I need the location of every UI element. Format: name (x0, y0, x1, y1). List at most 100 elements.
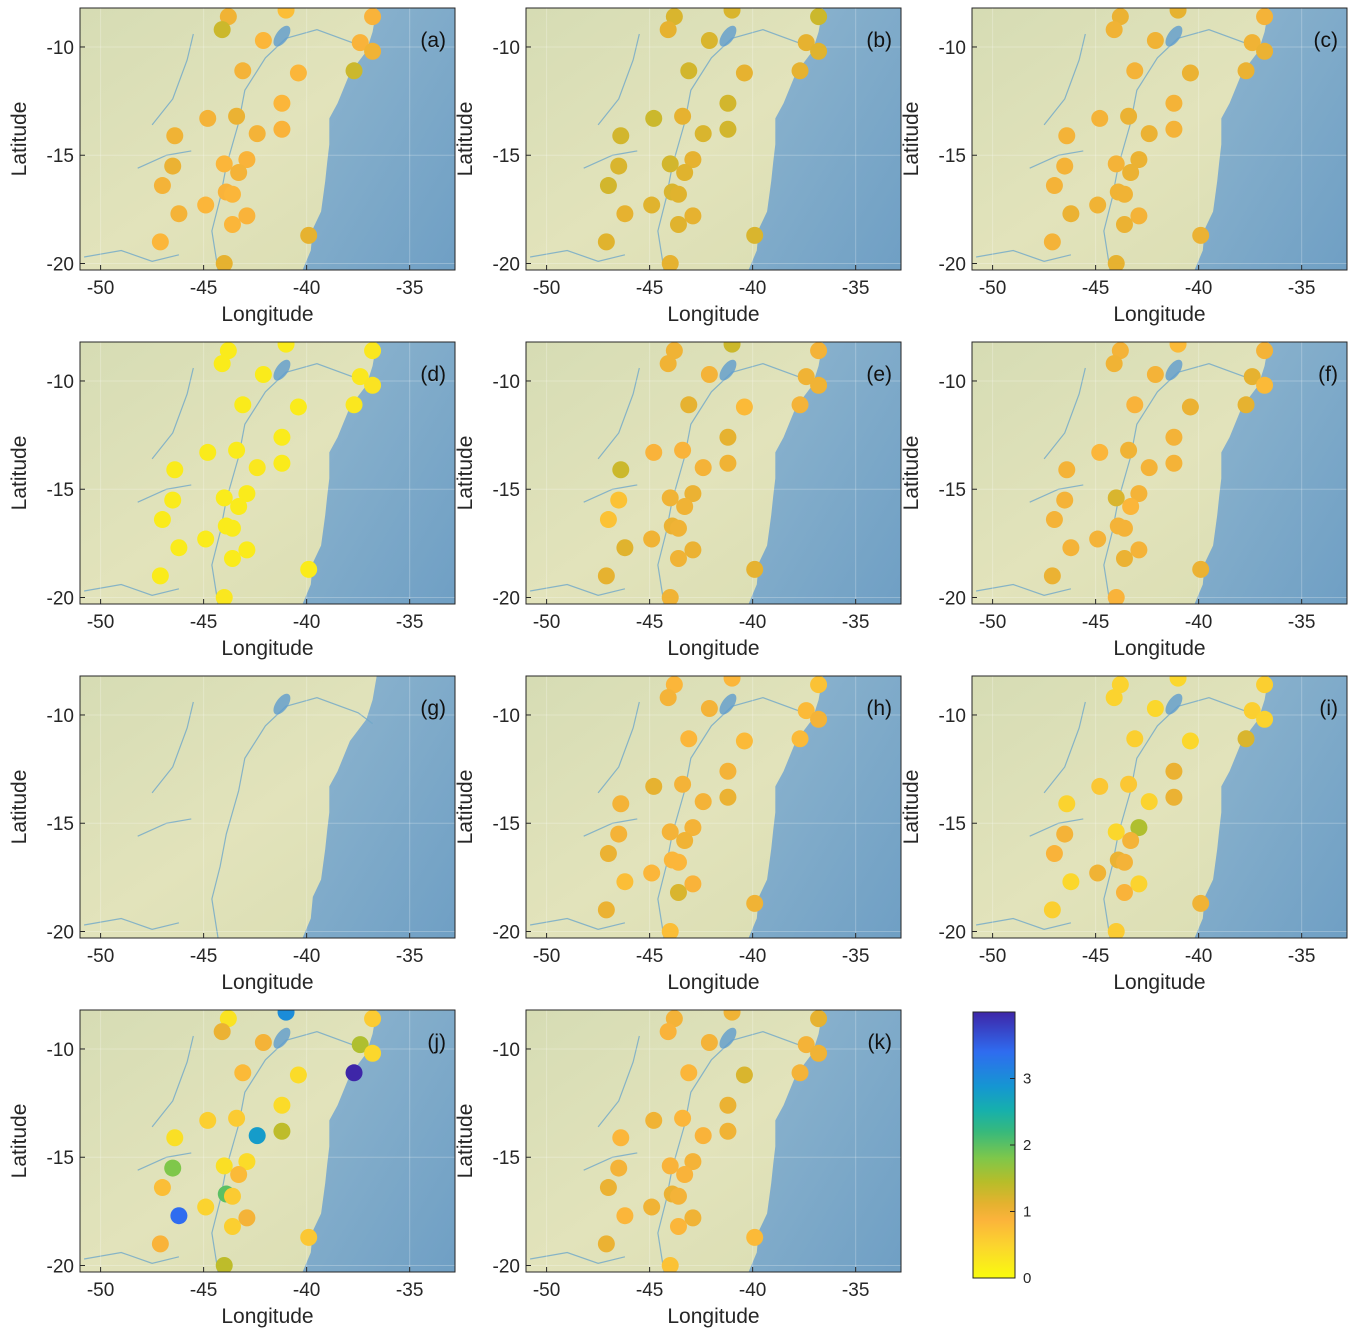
station-marker (248, 459, 266, 477)
x-tick-label: -45 (636, 278, 663, 299)
station-marker (610, 491, 628, 509)
river (1029, 818, 1084, 837)
reservoir (273, 1027, 291, 1049)
river (1029, 484, 1084, 503)
station-marker (213, 1023, 231, 1041)
x-axis-label: Longitude (667, 971, 759, 994)
station-marker (215, 1157, 233, 1175)
station-marker (1130, 875, 1148, 893)
station-marker (1256, 8, 1274, 26)
station-marker (230, 1166, 248, 1184)
station-marker (273, 1122, 291, 1140)
station-marker (645, 1111, 663, 1129)
river (1103, 697, 1265, 938)
station-marker (643, 1198, 661, 1216)
station-marker (238, 1209, 256, 1227)
station-marker (669, 216, 687, 234)
station-marker (735, 732, 753, 750)
station-marker (166, 461, 184, 479)
station-marker (1115, 853, 1133, 871)
station-marker (223, 519, 241, 537)
x-axis-label: Longitude (1113, 971, 1205, 994)
station-marker (1120, 441, 1138, 459)
x-tick-label: -45 (190, 278, 217, 299)
station-marker (1165, 120, 1183, 138)
y-tick-label: -10 (47, 38, 74, 59)
station-marker (674, 107, 692, 125)
station-marker (791, 396, 809, 414)
station-marker (599, 845, 617, 863)
station-marker (1062, 539, 1080, 557)
station-marker (746, 226, 764, 244)
station-marker (694, 459, 712, 477)
station-marker (674, 1109, 692, 1127)
station-marker (597, 901, 615, 919)
ocean (748, 1010, 901, 1272)
x-tick-label: -40 (739, 1280, 766, 1301)
x-axis-label: Longitude (221, 1305, 313, 1328)
x-tick-label: -35 (396, 1280, 423, 1301)
station-marker (1237, 62, 1255, 80)
river (657, 29, 819, 270)
panel-c: -50 -45 -40 -35 -10 -15 -20 Longitude Latitude (c… (900, 7, 1348, 326)
y-tick-label: -20 (939, 923, 966, 944)
station-marker (228, 441, 246, 459)
river (84, 249, 180, 262)
station-marker (797, 1036, 815, 1054)
station-marker (1126, 730, 1144, 748)
reservoir (719, 25, 737, 47)
panel-grid: -50 -45 -40 -35 -10 -15 -20 Longitude Latitude (a… (8, 7, 1348, 1328)
station-marker (746, 1228, 764, 1246)
station-marker (700, 31, 718, 49)
y-axis-label: Latitude (454, 102, 477, 177)
river (84, 1251, 180, 1264)
station-marker (1243, 702, 1261, 720)
station-marker (684, 151, 702, 169)
river (597, 1035, 640, 1128)
station-marker (669, 853, 687, 871)
x-tick-label: -50 (87, 278, 114, 299)
ocean (1194, 8, 1347, 270)
x-axis-label: Longitude (667, 303, 759, 326)
river (1043, 33, 1086, 126)
station-marker (719, 94, 737, 112)
station-marker (164, 491, 182, 509)
station-marker (228, 107, 246, 125)
station-marker (1091, 443, 1109, 461)
y-tick-label: -10 (493, 706, 520, 727)
station-marker (345, 396, 363, 414)
station-marker (661, 155, 679, 173)
station-marker (1043, 901, 1061, 919)
y-tick-label: -15 (493, 814, 520, 835)
y-axis-label: Latitude (454, 436, 477, 511)
station-marker (643, 530, 661, 548)
station-marker (273, 120, 291, 138)
station-marker (1107, 155, 1125, 173)
station-marker (1169, 676, 1187, 687)
station-marker (1089, 864, 1107, 882)
station-marker (351, 34, 369, 52)
station-marker (676, 498, 694, 516)
y-axis-label: Latitude (900, 102, 923, 177)
station-marker (1058, 127, 1076, 145)
x-tick-label: -50 (87, 612, 114, 633)
x-axis-label: Longitude (667, 637, 759, 660)
station-marker (723, 8, 741, 19)
station-marker (1130, 541, 1148, 559)
station-marker (719, 1096, 737, 1114)
station-marker (1165, 428, 1183, 446)
station-marker (1130, 819, 1148, 837)
station-marker (659, 689, 677, 707)
river (657, 697, 819, 938)
y-tick-label: -20 (493, 255, 520, 276)
x-tick-label: -50 (979, 612, 1006, 633)
station-marker (597, 233, 615, 251)
y-tick-label: -15 (47, 1148, 74, 1169)
y-tick-label: -20 (47, 255, 74, 276)
station-marker (1122, 164, 1140, 182)
y-tick-label: -15 (493, 146, 520, 167)
station-marker (345, 1064, 363, 1082)
station-marker (684, 485, 702, 503)
station-marker (234, 1064, 252, 1082)
station-marker (238, 207, 256, 225)
